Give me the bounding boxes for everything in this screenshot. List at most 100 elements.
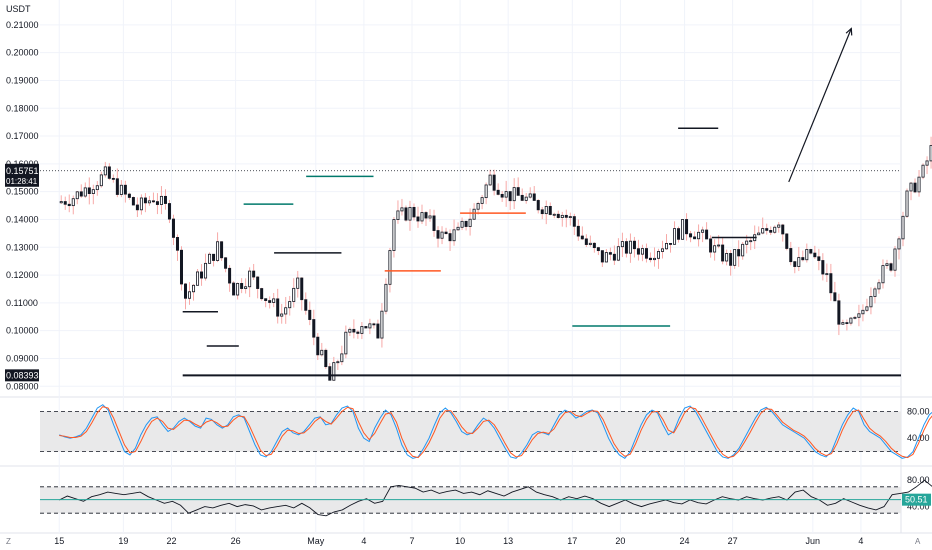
candle-body bbox=[709, 238, 713, 253]
candle-body bbox=[476, 203, 480, 210]
oscillator-band bbox=[40, 411, 901, 452]
candle-body bbox=[488, 174, 492, 186]
candle-body bbox=[388, 250, 392, 285]
candle-body bbox=[300, 277, 304, 301]
currency-label: USDT bbox=[6, 4, 31, 14]
time-tick-label: 7 bbox=[409, 536, 414, 546]
candle-body bbox=[905, 190, 909, 217]
candle-body bbox=[380, 310, 384, 339]
timezone-button[interactable]: Z bbox=[6, 537, 11, 546]
candle-body bbox=[648, 257, 652, 261]
rsi-value-tag bbox=[902, 493, 931, 506]
candle-body bbox=[777, 224, 781, 228]
time-tick-label: Jun bbox=[806, 536, 821, 546]
candle-body bbox=[508, 191, 512, 202]
price-tick-label: 0.12000 bbox=[6, 270, 39, 280]
candle-body bbox=[865, 306, 869, 311]
candle-body bbox=[757, 232, 761, 236]
price-tick-label: 0.10000 bbox=[6, 326, 39, 336]
candle-body bbox=[500, 193, 504, 198]
candle-body bbox=[175, 237, 179, 251]
projection-arrow[interactable] bbox=[788, 28, 852, 183]
candle-body bbox=[320, 349, 324, 356]
candle-body bbox=[228, 267, 232, 284]
candle-body bbox=[67, 203, 71, 207]
candle-body bbox=[392, 219, 396, 251]
candle-body bbox=[693, 236, 697, 240]
candle-body bbox=[107, 166, 111, 179]
candle-body bbox=[701, 229, 705, 233]
support-price-label: 0.08393 bbox=[6, 370, 39, 380]
candle-body bbox=[889, 263, 893, 271]
candle-body bbox=[364, 326, 368, 329]
time-tick-label: 20 bbox=[615, 536, 625, 546]
candle-body bbox=[196, 271, 200, 286]
stochastic-tick-label: 80.00 bbox=[907, 406, 930, 416]
candle-body bbox=[580, 235, 584, 240]
candle-body bbox=[925, 160, 929, 166]
candle-body bbox=[292, 287, 296, 302]
candle-body bbox=[809, 249, 813, 254]
stochastic-tick-label: 40.00 bbox=[907, 433, 930, 443]
candle-body bbox=[143, 197, 147, 204]
last-price-label: 0.15751 bbox=[6, 166, 39, 176]
candle-body bbox=[123, 184, 127, 195]
candle-body bbox=[793, 261, 797, 267]
candle-body bbox=[396, 210, 400, 220]
time-tick-label: 4 bbox=[361, 536, 366, 546]
time-tick-label: 4 bbox=[858, 536, 863, 546]
candle-body bbox=[765, 228, 769, 231]
rsi-pane[interactable] bbox=[40, 479, 932, 517]
candle-body bbox=[745, 240, 749, 245]
candle-body bbox=[600, 250, 604, 263]
rsi-tick-label: 40.00 bbox=[907, 502, 930, 512]
candle-body bbox=[496, 189, 500, 195]
candle-body bbox=[428, 215, 432, 219]
candle-body bbox=[689, 233, 693, 238]
candle-body bbox=[921, 164, 925, 178]
candle-body bbox=[204, 262, 208, 279]
price-pane[interactable] bbox=[40, 27, 932, 381]
candle-body bbox=[83, 187, 87, 197]
candle-body bbox=[520, 194, 524, 201]
candle-body bbox=[705, 229, 709, 240]
candle-body bbox=[877, 282, 881, 290]
candle-body bbox=[372, 323, 376, 326]
candle-body bbox=[171, 218, 175, 238]
candle-body bbox=[628, 240, 632, 254]
candle-body bbox=[236, 283, 240, 296]
candle-body bbox=[63, 201, 67, 205]
candle-body bbox=[917, 176, 921, 193]
candle-body bbox=[909, 182, 913, 192]
candle-body bbox=[296, 277, 300, 289]
candle-body bbox=[280, 313, 284, 317]
candle-body bbox=[697, 231, 701, 240]
candle-body bbox=[785, 233, 789, 249]
auto-scale-button[interactable]: A bbox=[915, 537, 921, 546]
candle-body bbox=[540, 209, 544, 215]
candle-body bbox=[841, 322, 845, 325]
candle-body bbox=[75, 191, 79, 200]
candle-body bbox=[929, 145, 932, 162]
candle-body bbox=[885, 263, 889, 266]
candle-body bbox=[348, 328, 352, 333]
candle-body bbox=[681, 219, 685, 240]
stochastic-pane[interactable] bbox=[40, 404, 932, 459]
candle-body bbox=[761, 228, 765, 234]
candle-body bbox=[592, 242, 596, 249]
stochastic-line bbox=[59, 406, 932, 459]
candle-body bbox=[424, 212, 428, 219]
candle-body bbox=[484, 184, 488, 199]
candle-body bbox=[725, 253, 729, 262]
candle-body bbox=[79, 191, 83, 197]
candle-body bbox=[163, 195, 167, 204]
candle-body bbox=[139, 197, 143, 211]
candle-body bbox=[576, 225, 580, 237]
candle-body bbox=[677, 228, 681, 240]
candle-body bbox=[220, 241, 224, 259]
candle-body bbox=[492, 174, 496, 191]
candle-body bbox=[308, 309, 312, 320]
candle-body bbox=[632, 240, 636, 250]
candle-body bbox=[224, 257, 228, 269]
